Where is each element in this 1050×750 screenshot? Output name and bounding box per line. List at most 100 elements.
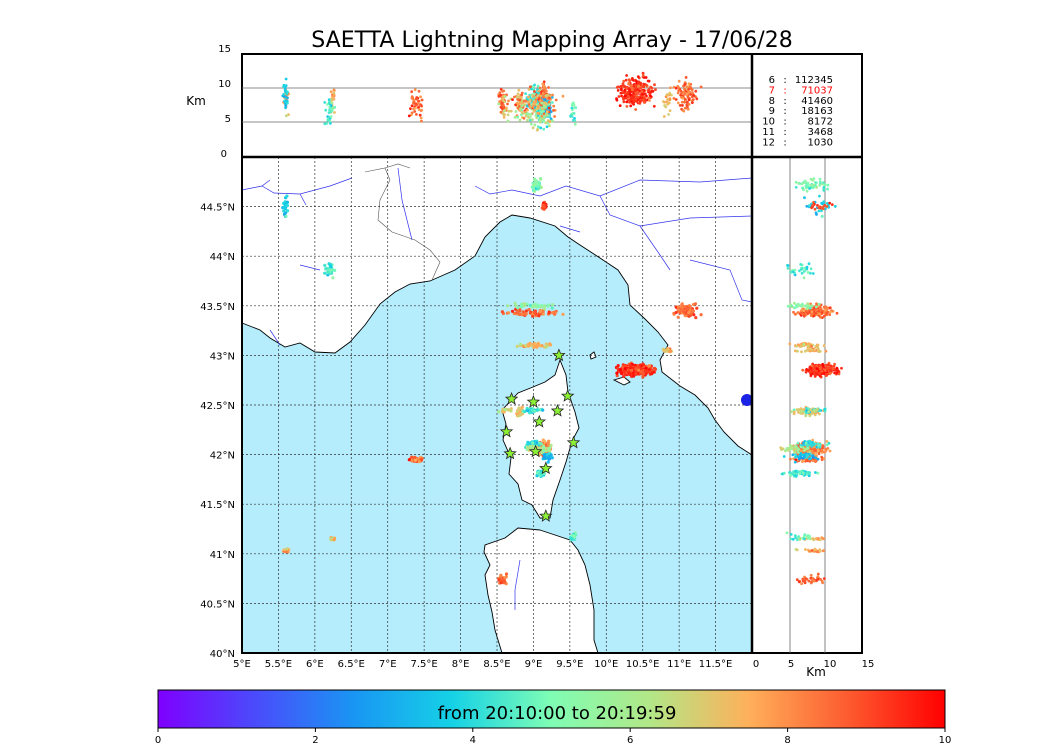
altitude-source-point <box>502 89 506 93</box>
side-source-point <box>809 177 813 181</box>
side-source-point <box>795 538 799 542</box>
altitude-source-point <box>631 77 634 80</box>
side-source-point <box>825 440 829 443</box>
side-source-point <box>814 305 818 309</box>
altitude-source-point <box>331 95 334 99</box>
altitude-source-point <box>516 115 520 119</box>
side-source-point <box>809 348 813 351</box>
altitude-source-point <box>625 86 629 90</box>
altitude-source-point <box>526 100 530 104</box>
side-source-point <box>793 349 797 353</box>
altitude-source-point <box>283 102 287 105</box>
altitude-source-point <box>666 97 670 101</box>
lightning-source-point <box>282 548 286 552</box>
lightning-source-point <box>323 271 327 275</box>
altitude-source-point <box>572 112 576 115</box>
lightning-source-point <box>514 311 519 315</box>
altitude-source-point <box>284 104 288 108</box>
side-source-point <box>805 307 809 311</box>
lightning-source-point <box>537 441 542 445</box>
lightning-source-point <box>504 572 509 576</box>
altitude-source-point <box>540 114 544 118</box>
lightning-source-point <box>528 411 532 415</box>
altitude-source-point <box>529 85 532 89</box>
lightning-source-point <box>531 314 535 318</box>
lightning-source-point <box>679 305 684 309</box>
altitude-source-point <box>514 103 517 107</box>
side-source-point <box>828 372 832 376</box>
lightning-source-point <box>540 450 544 455</box>
altitude-source-point <box>518 118 522 122</box>
side-source-point <box>796 349 799 353</box>
colorbar-tick-label: 10 <box>939 735 952 746</box>
altitude-source-point <box>619 91 623 95</box>
side-source-point <box>813 207 817 211</box>
altitude-source-point <box>420 108 424 112</box>
altitude-source-point <box>330 101 334 105</box>
side-source-point <box>810 304 814 308</box>
side-source-point <box>820 214 824 218</box>
altitude-source-point <box>528 105 532 109</box>
side-source-point <box>812 185 816 189</box>
altitude-points <box>281 71 703 132</box>
side-source-point <box>837 372 841 376</box>
lightning-source-point <box>687 310 691 315</box>
station-star <box>539 461 553 475</box>
side-source-point <box>817 206 821 210</box>
altitude-source-point <box>412 100 416 104</box>
altitude-source-point <box>536 84 540 88</box>
side-source-point <box>820 372 824 375</box>
lightning-source-point <box>549 443 553 447</box>
side-source-point <box>807 579 811 583</box>
altitude-source-point <box>533 90 536 93</box>
side-source-point <box>791 270 795 274</box>
lightning-source-point <box>691 308 695 313</box>
altitude-source-point <box>691 98 695 101</box>
altitude-source-point <box>547 96 551 100</box>
lightning-source-point <box>420 457 424 462</box>
altitude-source-point <box>625 74 628 77</box>
altitude-source-point <box>410 96 414 100</box>
side-source-point <box>816 575 820 578</box>
side-source-point <box>815 186 819 189</box>
side-source-point <box>794 455 797 459</box>
side-source-point <box>811 183 815 187</box>
lightning-source-point <box>622 374 626 378</box>
side-source-point <box>812 366 815 370</box>
altitude-source-point <box>283 88 287 92</box>
side-source-point <box>788 342 792 346</box>
altitude-source-point <box>548 124 551 128</box>
side-source-point <box>779 446 783 449</box>
side-source-point <box>803 534 806 537</box>
side-source-point <box>819 367 822 371</box>
altitude-source-point <box>417 99 420 103</box>
side-source-point <box>793 301 796 305</box>
altitude-source-point <box>284 114 288 118</box>
altitude-source-point <box>573 122 577 126</box>
side-source-point <box>817 209 821 213</box>
altitude-source-point <box>330 109 334 112</box>
altitude-source-point <box>615 98 619 102</box>
side-source-point <box>811 578 815 582</box>
altitude-source-point <box>684 76 688 79</box>
lightning-source-point <box>518 308 522 312</box>
side-source-point <box>804 441 808 445</box>
altitude-source-point <box>542 98 546 102</box>
side-source-point <box>812 348 816 352</box>
side-source-point <box>796 441 800 445</box>
side-source-point <box>802 441 805 445</box>
lightning-source-point <box>571 534 576 538</box>
altitude-source-point <box>542 119 546 123</box>
side-source-point <box>811 203 815 207</box>
altitude-source-point <box>544 94 548 97</box>
altitude-source-point <box>417 108 421 112</box>
altitude-source-point <box>629 104 633 108</box>
altitude-source-point <box>676 101 680 105</box>
altitude-source-point <box>677 89 680 92</box>
altitude-source-point <box>653 83 656 87</box>
legend-station-count: 8 <box>769 96 775 107</box>
lightning-source-point <box>526 344 531 348</box>
altitude-source-point <box>525 112 529 115</box>
lon-tick-label: 5°E <box>233 659 251 670</box>
altitude-ytick-0: 0 <box>221 149 227 160</box>
